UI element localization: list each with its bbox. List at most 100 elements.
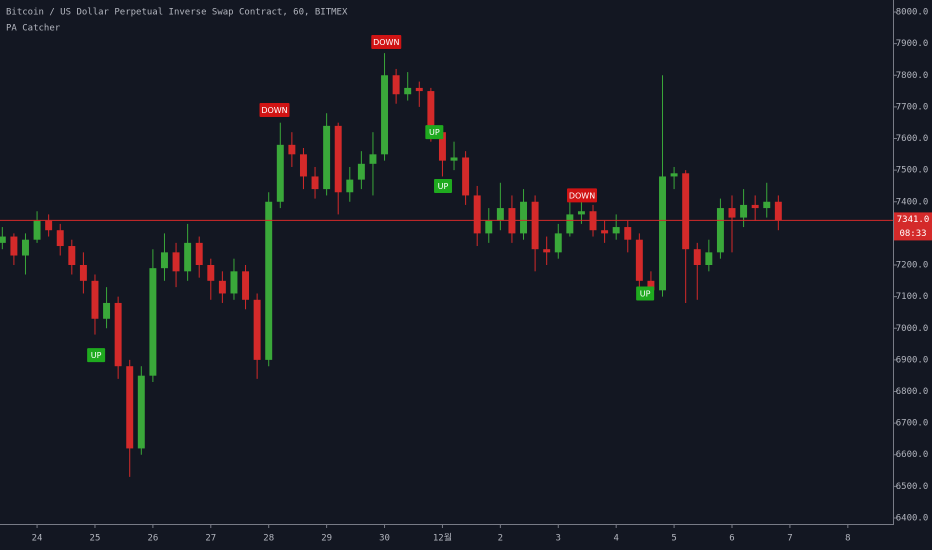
signal-box [425, 125, 444, 140]
candle-body [415, 87, 423, 92]
candle-body [45, 220, 53, 231]
candle-body [427, 91, 435, 133]
y-tick-label: 7100.0 [896, 292, 929, 302]
signal-label: DOWN [261, 106, 287, 115]
signal-label: UP [640, 289, 651, 298]
x-tick-label: 29 [321, 534, 332, 544]
candle-body [392, 75, 400, 95]
candle-body [404, 87, 412, 95]
y-tick-label: 6700.0 [896, 419, 929, 429]
x-tick-label: 27 [205, 534, 216, 544]
candle-body [195, 242, 203, 266]
candle-body [566, 214, 574, 234]
signal-label: DOWN [569, 191, 595, 200]
signal-box [259, 103, 290, 118]
candle-body [612, 227, 620, 234]
y-tick-label: 7500.0 [896, 166, 929, 176]
candle-body [543, 249, 551, 253]
candle-body [728, 208, 736, 218]
candle-body [635, 239, 643, 281]
candle-body [311, 176, 319, 190]
candle-body [774, 201, 782, 221]
x-tick-label: 5 [671, 534, 676, 544]
last-price-box [894, 212, 932, 241]
y-tick-label: 7700.0 [896, 102, 929, 112]
signal-box [87, 348, 106, 363]
y-tick-label: 6600.0 [896, 450, 929, 460]
candle-body [0, 236, 6, 243]
y-tick-label: 8000.0 [896, 8, 929, 18]
candle-body [624, 227, 632, 240]
candle-body [450, 157, 458, 161]
candle-body [299, 154, 307, 177]
candle-body [462, 157, 470, 196]
x-tick-label: 7 [787, 534, 792, 544]
candle-body [438, 132, 446, 161]
last-price-label: 7341.0 [897, 215, 930, 225]
x-tick-label: 8 [845, 534, 850, 544]
x-tick-label: 25 [90, 534, 101, 544]
x-tick-label: 4 [613, 534, 618, 544]
countdown: 08:33 [899, 229, 926, 239]
y-tick-label: 6500.0 [896, 482, 929, 492]
candle-body [647, 280, 655, 291]
y-tick-label: 7400.0 [896, 197, 929, 207]
candle-body [242, 271, 250, 300]
candle-body [520, 201, 527, 234]
candle-body [369, 154, 377, 164]
candle-body [670, 173, 678, 177]
signal-label: UP [91, 351, 102, 360]
y-tick-label: 7000.0 [896, 324, 929, 334]
candle-body [68, 246, 76, 266]
candle-body [10, 236, 18, 256]
y-tick-label: 7800.0 [896, 71, 929, 81]
candle-body [137, 375, 145, 449]
candle-body [716, 208, 724, 253]
candle-body [288, 144, 296, 155]
candle-body [682, 173, 690, 250]
candle-body [554, 233, 562, 253]
candle-body [531, 201, 539, 250]
candle-body [207, 265, 215, 281]
signal-box [636, 286, 655, 301]
y-tick-label: 7600.0 [896, 134, 929, 144]
signal-box [434, 178, 453, 193]
candle-body [705, 252, 713, 266]
candle-body [114, 302, 122, 367]
candle-body [33, 220, 41, 240]
signal-label: UP [429, 128, 440, 137]
candle-body [763, 201, 771, 209]
x-tick-label: 6 [729, 534, 734, 544]
candle-body [22, 239, 29, 256]
y-tick-label: 6800.0 [896, 387, 929, 397]
candle-body [659, 176, 666, 291]
candle-body [56, 230, 64, 247]
candle-body [172, 252, 180, 272]
x-tick-label: 12월 [433, 532, 452, 544]
x-tick-label: 2 [498, 534, 503, 544]
candle-body [230, 271, 238, 294]
signal-label: UP [438, 182, 449, 191]
candle-body [601, 230, 609, 234]
candle-body [253, 299, 261, 360]
candle-body [126, 366, 134, 449]
candle-body [577, 211, 585, 215]
candle-body [160, 252, 168, 269]
candle-body [323, 125, 331, 190]
candle-body [485, 220, 493, 234]
candle-body [334, 125, 342, 193]
signal-label: DOWN [373, 38, 399, 47]
candle-body [276, 144, 284, 202]
candle-body [357, 163, 365, 180]
candle-body [149, 268, 157, 376]
chart-title: Bitcoin / US Dollar Perpetual Inverse Sw… [6, 8, 348, 18]
candle-body [265, 201, 273, 360]
x-tick-label: 24 [32, 534, 43, 544]
candle-body [381, 75, 389, 155]
candle-body [91, 280, 99, 319]
candle-body [79, 265, 87, 281]
candle-body [496, 208, 504, 221]
